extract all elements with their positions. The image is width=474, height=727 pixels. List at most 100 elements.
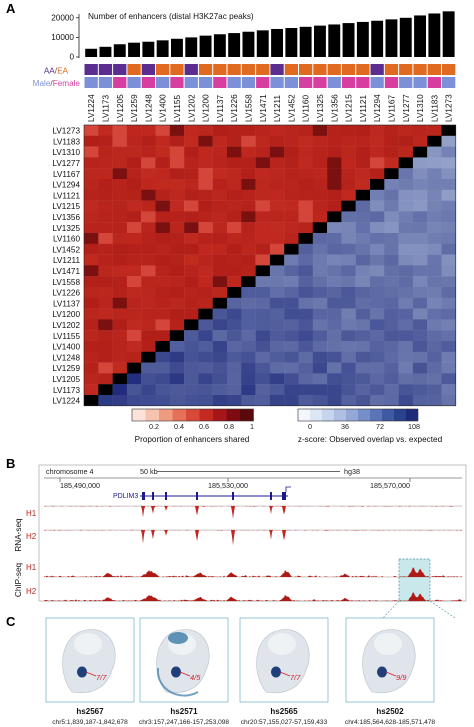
heatmap-cell <box>212 125 228 136</box>
heatmap-cell <box>441 319 456 331</box>
row-label: LV1224 <box>52 397 80 406</box>
heatmap-cell <box>155 125 170 136</box>
heatmap-cell <box>341 135 356 147</box>
row-label: LV1183 <box>53 137 80 146</box>
bar-LV1294 <box>371 20 384 58</box>
heatmap-cell <box>269 395 285 406</box>
row-label: LV1137 <box>53 299 80 308</box>
bar-LV1211 <box>271 28 283 57</box>
heatmap-cell <box>198 276 213 288</box>
heatmap-cell <box>98 362 113 374</box>
heatmap-cell <box>255 168 271 180</box>
column-label: LV1167 <box>387 95 396 122</box>
heatmap-cell <box>198 157 213 169</box>
column-label: LV1259 <box>130 94 139 122</box>
sex-label-male: Male <box>33 79 51 88</box>
heatmap-cell <box>412 222 428 234</box>
heatmap-cell <box>441 189 456 201</box>
heatmap-cell <box>269 179 285 190</box>
heatmap-cell <box>427 395 442 406</box>
heatmap-cell <box>255 125 271 136</box>
heatmap-cell <box>327 308 342 320</box>
heatmap-cell <box>427 330 442 342</box>
heatmap-cell <box>198 373 213 385</box>
ancestry-cell <box>170 64 184 75</box>
heatmap-cell <box>241 125 256 136</box>
heatmap-cell <box>212 254 228 266</box>
legend-share-swatch <box>132 409 146 421</box>
heatmap-cell <box>112 265 128 277</box>
heatmap-cell <box>370 222 385 234</box>
heatmap-cell <box>341 341 356 352</box>
sex-cell <box>356 77 370 88</box>
column-label: LV1215 <box>345 94 354 122</box>
heatmap-cell <box>398 254 414 266</box>
heatmap-cell <box>241 373 256 385</box>
sex-cell <box>270 77 284 88</box>
legend-z-swatch <box>370 409 382 421</box>
heatmap-cell <box>427 233 442 244</box>
heatmap-cell <box>441 384 456 396</box>
heatmap-cell <box>227 211 242 223</box>
heatmap-cell <box>384 135 399 147</box>
panel-c-letter: C <box>6 614 16 629</box>
row-label: LV1452 <box>52 245 80 254</box>
heatmap-cell <box>298 189 313 201</box>
heatmap-cell <box>112 222 128 234</box>
chip-seq-label: ChIP-seq <box>14 562 23 597</box>
legend-z-swatch <box>358 409 370 421</box>
heatmap-cell <box>398 395 414 406</box>
heatmap-cell <box>370 276 385 288</box>
heatmap-cell <box>198 297 213 309</box>
heatmap-cell <box>155 395 170 406</box>
heatmap-cell <box>241 222 256 234</box>
heatmap-cell <box>255 189 271 201</box>
heatmap-cell <box>241 319 256 331</box>
ancestry-cell <box>399 64 413 75</box>
heatmap-cell <box>298 276 313 288</box>
sex-cell <box>341 77 356 88</box>
enhancer-highlight-box <box>398 558 431 602</box>
heatmap-cell <box>141 297 156 309</box>
heatmap-cell <box>155 287 170 298</box>
embryo-coord: chr3:157,247,166-157,253,098 <box>139 719 230 726</box>
heatmap-cell <box>384 168 399 180</box>
row-label: LV1273 <box>52 127 80 136</box>
heatmap-cell <box>269 384 285 396</box>
heatmap-cell <box>384 351 399 363</box>
legend-share-swatch <box>159 409 173 421</box>
heatmap-cell <box>212 276 228 288</box>
heatmap-cell <box>427 341 442 352</box>
heatmap-cell <box>427 373 442 385</box>
heatmap-cell <box>355 373 371 385</box>
heatmap-cell <box>212 373 228 385</box>
heatmap-cell <box>441 125 456 136</box>
heatmap-cell <box>269 146 285 158</box>
bar-LV1200 <box>199 35 212 57</box>
heatmap-cell <box>412 211 428 223</box>
heatmap-cell <box>298 373 313 385</box>
heatmap-cell <box>126 243 142 255</box>
heatmap-cell <box>284 222 299 234</box>
heatmap-cell <box>126 341 142 352</box>
column-label: LV1294 <box>373 94 382 122</box>
heatmap-cell <box>341 243 356 255</box>
heatmap-cell <box>284 211 299 223</box>
heatmap-cell <box>384 179 399 190</box>
heatmap-cell <box>427 125 442 136</box>
heatmap-cell <box>384 276 399 288</box>
bar-chart-title: Number of enhancers (distal H3K27ac peak… <box>88 12 254 21</box>
ancestry-cell <box>98 64 113 75</box>
heatmap-cell <box>412 384 428 396</box>
heatmap-cell <box>441 243 456 255</box>
heatmap-cell <box>312 341 328 352</box>
heatmap-cell <box>355 341 371 352</box>
heatmap-cell <box>370 211 385 223</box>
heatmap-cell <box>241 179 256 190</box>
ancestry-cell <box>156 64 170 75</box>
heatmap-cell <box>327 211 342 223</box>
heatmap-cell <box>98 351 113 363</box>
legend-share-swatch <box>199 409 213 421</box>
heatmap-cell <box>412 395 428 406</box>
legend-share-scale <box>131 408 254 422</box>
